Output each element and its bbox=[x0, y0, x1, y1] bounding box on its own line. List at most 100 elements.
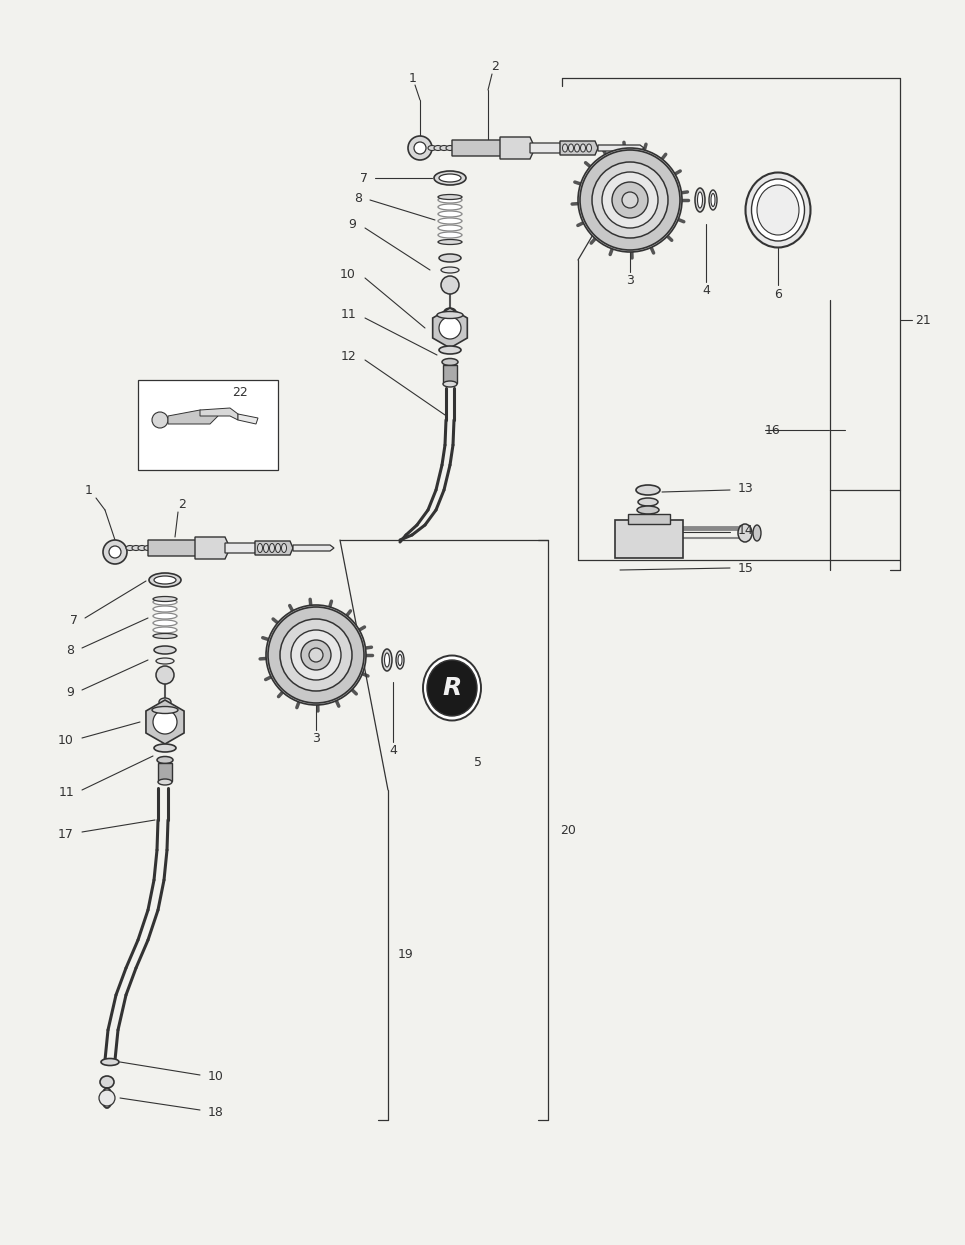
Circle shape bbox=[268, 608, 364, 703]
Circle shape bbox=[109, 547, 121, 558]
Text: 21: 21 bbox=[915, 314, 931, 326]
Text: 6: 6 bbox=[774, 289, 782, 301]
Ellipse shape bbox=[153, 606, 177, 613]
Text: 17: 17 bbox=[58, 828, 74, 840]
Ellipse shape bbox=[439, 254, 461, 261]
Ellipse shape bbox=[275, 544, 281, 553]
Ellipse shape bbox=[636, 486, 660, 496]
Ellipse shape bbox=[568, 144, 573, 152]
Text: 4: 4 bbox=[389, 743, 397, 757]
Text: 11: 11 bbox=[58, 786, 74, 798]
Text: 15: 15 bbox=[738, 561, 754, 574]
Polygon shape bbox=[146, 700, 184, 745]
Circle shape bbox=[602, 172, 658, 228]
Ellipse shape bbox=[439, 174, 461, 182]
Circle shape bbox=[153, 710, 177, 735]
Ellipse shape bbox=[423, 656, 481, 721]
Ellipse shape bbox=[709, 190, 717, 210]
Text: 3: 3 bbox=[626, 274, 634, 286]
Circle shape bbox=[578, 148, 682, 251]
Circle shape bbox=[99, 1091, 115, 1106]
Ellipse shape bbox=[153, 613, 177, 619]
Text: 14: 14 bbox=[738, 523, 754, 537]
Text: 1: 1 bbox=[409, 71, 417, 85]
Polygon shape bbox=[200, 408, 238, 420]
Ellipse shape bbox=[153, 596, 177, 601]
Ellipse shape bbox=[157, 757, 173, 763]
Text: 13: 13 bbox=[738, 482, 754, 494]
Circle shape bbox=[301, 640, 331, 670]
Ellipse shape bbox=[438, 225, 462, 232]
Circle shape bbox=[152, 412, 168, 428]
Ellipse shape bbox=[263, 544, 268, 553]
Ellipse shape bbox=[269, 544, 274, 553]
Text: 11: 11 bbox=[341, 309, 356, 321]
Text: 16: 16 bbox=[765, 423, 781, 437]
Ellipse shape bbox=[434, 146, 442, 151]
Bar bbox=[158, 763, 172, 781]
Circle shape bbox=[266, 605, 366, 705]
Text: R: R bbox=[442, 676, 461, 700]
Ellipse shape bbox=[439, 346, 461, 354]
Text: 3: 3 bbox=[312, 732, 320, 745]
Ellipse shape bbox=[153, 627, 177, 632]
Ellipse shape bbox=[126, 545, 134, 550]
Text: 10: 10 bbox=[58, 733, 74, 747]
Ellipse shape bbox=[442, 359, 458, 366]
Ellipse shape bbox=[637, 505, 659, 514]
Ellipse shape bbox=[563, 144, 567, 152]
Ellipse shape bbox=[711, 193, 715, 207]
Ellipse shape bbox=[100, 1076, 114, 1088]
Polygon shape bbox=[530, 143, 562, 153]
Circle shape bbox=[408, 136, 432, 161]
Ellipse shape bbox=[158, 779, 172, 786]
Ellipse shape bbox=[438, 204, 462, 210]
Ellipse shape bbox=[101, 1058, 119, 1066]
Text: 7: 7 bbox=[360, 172, 368, 184]
Bar bbox=[628, 514, 670, 524]
Ellipse shape bbox=[427, 660, 477, 716]
Ellipse shape bbox=[746, 173, 811, 248]
Ellipse shape bbox=[398, 655, 402, 666]
Ellipse shape bbox=[154, 646, 176, 654]
Text: 8: 8 bbox=[66, 644, 74, 656]
Ellipse shape bbox=[154, 745, 176, 752]
Polygon shape bbox=[238, 415, 258, 425]
Polygon shape bbox=[293, 545, 334, 552]
Polygon shape bbox=[195, 537, 230, 559]
Ellipse shape bbox=[440, 146, 448, 151]
Text: 9: 9 bbox=[348, 219, 356, 232]
Text: 18: 18 bbox=[208, 1106, 224, 1118]
Ellipse shape bbox=[752, 179, 805, 242]
Text: 12: 12 bbox=[341, 351, 356, 364]
Ellipse shape bbox=[581, 144, 586, 152]
Ellipse shape bbox=[437, 311, 463, 319]
Text: 7: 7 bbox=[70, 614, 78, 626]
Ellipse shape bbox=[441, 266, 459, 273]
Ellipse shape bbox=[153, 620, 177, 626]
Ellipse shape bbox=[153, 634, 177, 639]
Circle shape bbox=[439, 317, 461, 339]
Circle shape bbox=[280, 619, 352, 691]
Circle shape bbox=[592, 162, 668, 238]
Bar bbox=[615, 520, 683, 558]
Ellipse shape bbox=[102, 1088, 112, 1108]
Text: 2: 2 bbox=[179, 498, 186, 510]
Ellipse shape bbox=[753, 525, 761, 542]
Polygon shape bbox=[452, 139, 510, 156]
Text: 8: 8 bbox=[354, 192, 362, 204]
Ellipse shape bbox=[144, 545, 152, 550]
Text: 9: 9 bbox=[67, 686, 74, 698]
Polygon shape bbox=[225, 543, 257, 553]
Text: 22: 22 bbox=[233, 386, 248, 398]
Ellipse shape bbox=[587, 144, 592, 152]
Ellipse shape bbox=[738, 524, 752, 542]
Ellipse shape bbox=[138, 545, 146, 550]
Polygon shape bbox=[560, 141, 598, 154]
Ellipse shape bbox=[154, 576, 176, 584]
Ellipse shape bbox=[438, 210, 462, 217]
Circle shape bbox=[414, 142, 426, 154]
Ellipse shape bbox=[152, 706, 178, 713]
Circle shape bbox=[622, 192, 638, 208]
Circle shape bbox=[156, 666, 174, 684]
